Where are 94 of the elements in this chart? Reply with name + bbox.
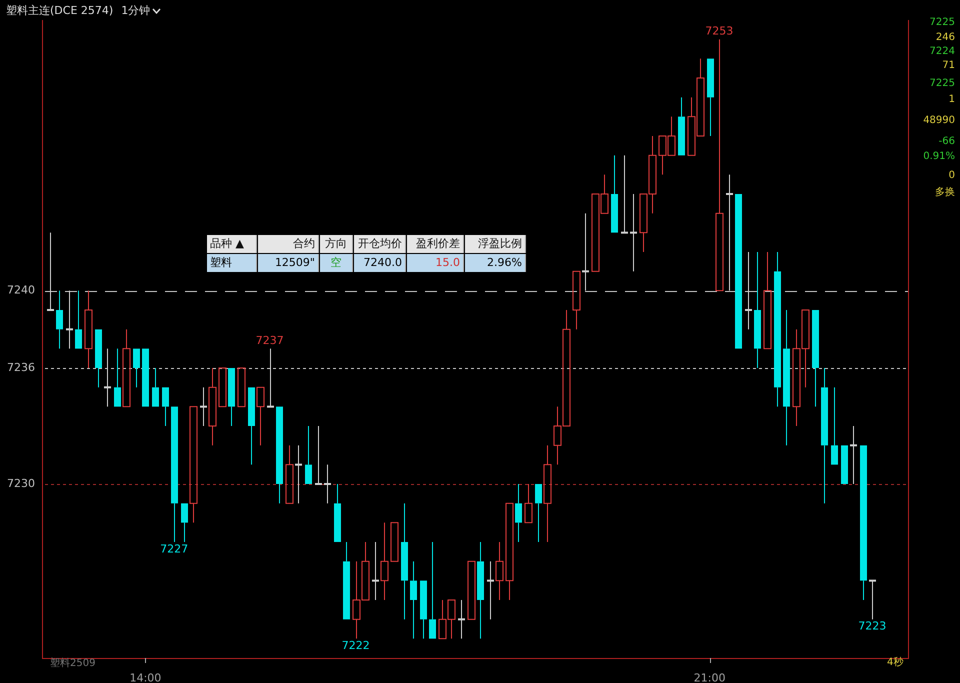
candlestick [114, 348, 121, 407]
candlestick [812, 310, 819, 408]
text: 0.91% [923, 151, 955, 162]
candlestick [506, 502, 514, 600]
candlestick [515, 484, 522, 542]
candlestick [524, 484, 532, 524]
candlestick [334, 484, 341, 542]
annotation: 空 [320, 254, 353, 272]
annotation: 15.0 [407, 254, 464, 272]
candlestick [611, 154, 618, 233]
candlestick [429, 542, 436, 639]
candlestick [95, 329, 102, 388]
annotation: 12509" [258, 254, 319, 272]
text: 246 [936, 32, 955, 43]
candlestick [343, 542, 350, 620]
candlestick [122, 328, 130, 408]
annotation: 7240.0 [354, 254, 406, 272]
annotation: 盈利价差 [407, 235, 464, 253]
candlestick [372, 542, 379, 600]
candlestick [630, 194, 637, 272]
text: 7224 [930, 46, 955, 57]
annotation: 方向 [320, 235, 353, 253]
candlestick [544, 444, 552, 542]
annotation: 浮盈比例 [465, 235, 526, 253]
text: 71 [942, 60, 955, 71]
candlestick [496, 542, 504, 600]
annotation: 塑料 [207, 254, 257, 272]
candlestick [487, 560, 494, 620]
candlestick [401, 502, 408, 620]
annotation: 2.96% [465, 254, 526, 272]
annotation: 塑料2509 [50, 656, 96, 670]
annotation: 7237 [256, 334, 284, 348]
candlestick [477, 542, 484, 640]
annotation: 7223 [858, 620, 886, 633]
candlestick [181, 503, 188, 542]
candlestick [783, 310, 790, 446]
candlestick [860, 445, 867, 600]
candlestick [572, 270, 580, 330]
candlestick [831, 386, 838, 465]
candlestick [56, 290, 63, 350]
text: 1 [948, 94, 955, 105]
candlestick [678, 96, 685, 156]
candlestick [256, 386, 264, 446]
annotation: 7253 [705, 24, 734, 38]
annotation: 合约 [258, 235, 319, 253]
x-tick-label: 21:00 [694, 671, 726, 683]
candlestick [248, 387, 255, 466]
candlestick [764, 252, 772, 350]
candlestick [152, 368, 159, 407]
text: 4秒 [887, 656, 904, 669]
y-tick-label: 7230 [7, 476, 35, 490]
candlestick [754, 252, 761, 368]
candlestick [305, 426, 312, 484]
candlestick [84, 290, 92, 368]
chart-subtitle: 1分钟 [121, 3, 150, 18]
annotation: 7227 [160, 542, 188, 556]
candlestick [315, 426, 322, 485]
candlestick [171, 406, 178, 542]
candlestick [208, 368, 216, 446]
candlestick [458, 600, 465, 640]
candlestick [228, 368, 235, 426]
candlestick [716, 38, 724, 292]
candlestick [276, 406, 283, 504]
x-tick-label: 14:00 [130, 671, 162, 683]
candlestick [286, 444, 294, 504]
candlestick [410, 560, 417, 640]
candlestick [535, 484, 542, 542]
candlestick [75, 290, 82, 349]
candlestick [774, 252, 781, 408]
chart-title: 塑料主连(DCE 2574) [6, 3, 114, 18]
candlestick [420, 580, 427, 640]
candlestick [190, 406, 198, 524]
annotation: 品种 ▲ [207, 235, 257, 253]
candlestick [162, 387, 169, 426]
candlestick [324, 464, 331, 504]
text: 多换 [935, 186, 955, 199]
candlestick [200, 386, 207, 426]
candlestick [621, 154, 628, 234]
annotation: 7222 [342, 639, 370, 652]
candlestick [295, 444, 302, 504]
candlestick [850, 426, 857, 484]
candlestick [869, 580, 876, 620]
annotation: 开仓均价 [354, 235, 406, 253]
text: -66 [938, 136, 955, 147]
y-tick-label: 7236 [7, 360, 35, 374]
candlestick [133, 348, 140, 388]
text: 0 [948, 170, 955, 181]
y-tick-label: 7240 [7, 284, 35, 297]
text: 48990 [923, 115, 955, 126]
candlestick [380, 522, 388, 600]
text: 7225 [930, 78, 955, 89]
candlestick [821, 368, 828, 504]
candlestick [707, 58, 714, 136]
text: 7225 [930, 17, 955, 28]
